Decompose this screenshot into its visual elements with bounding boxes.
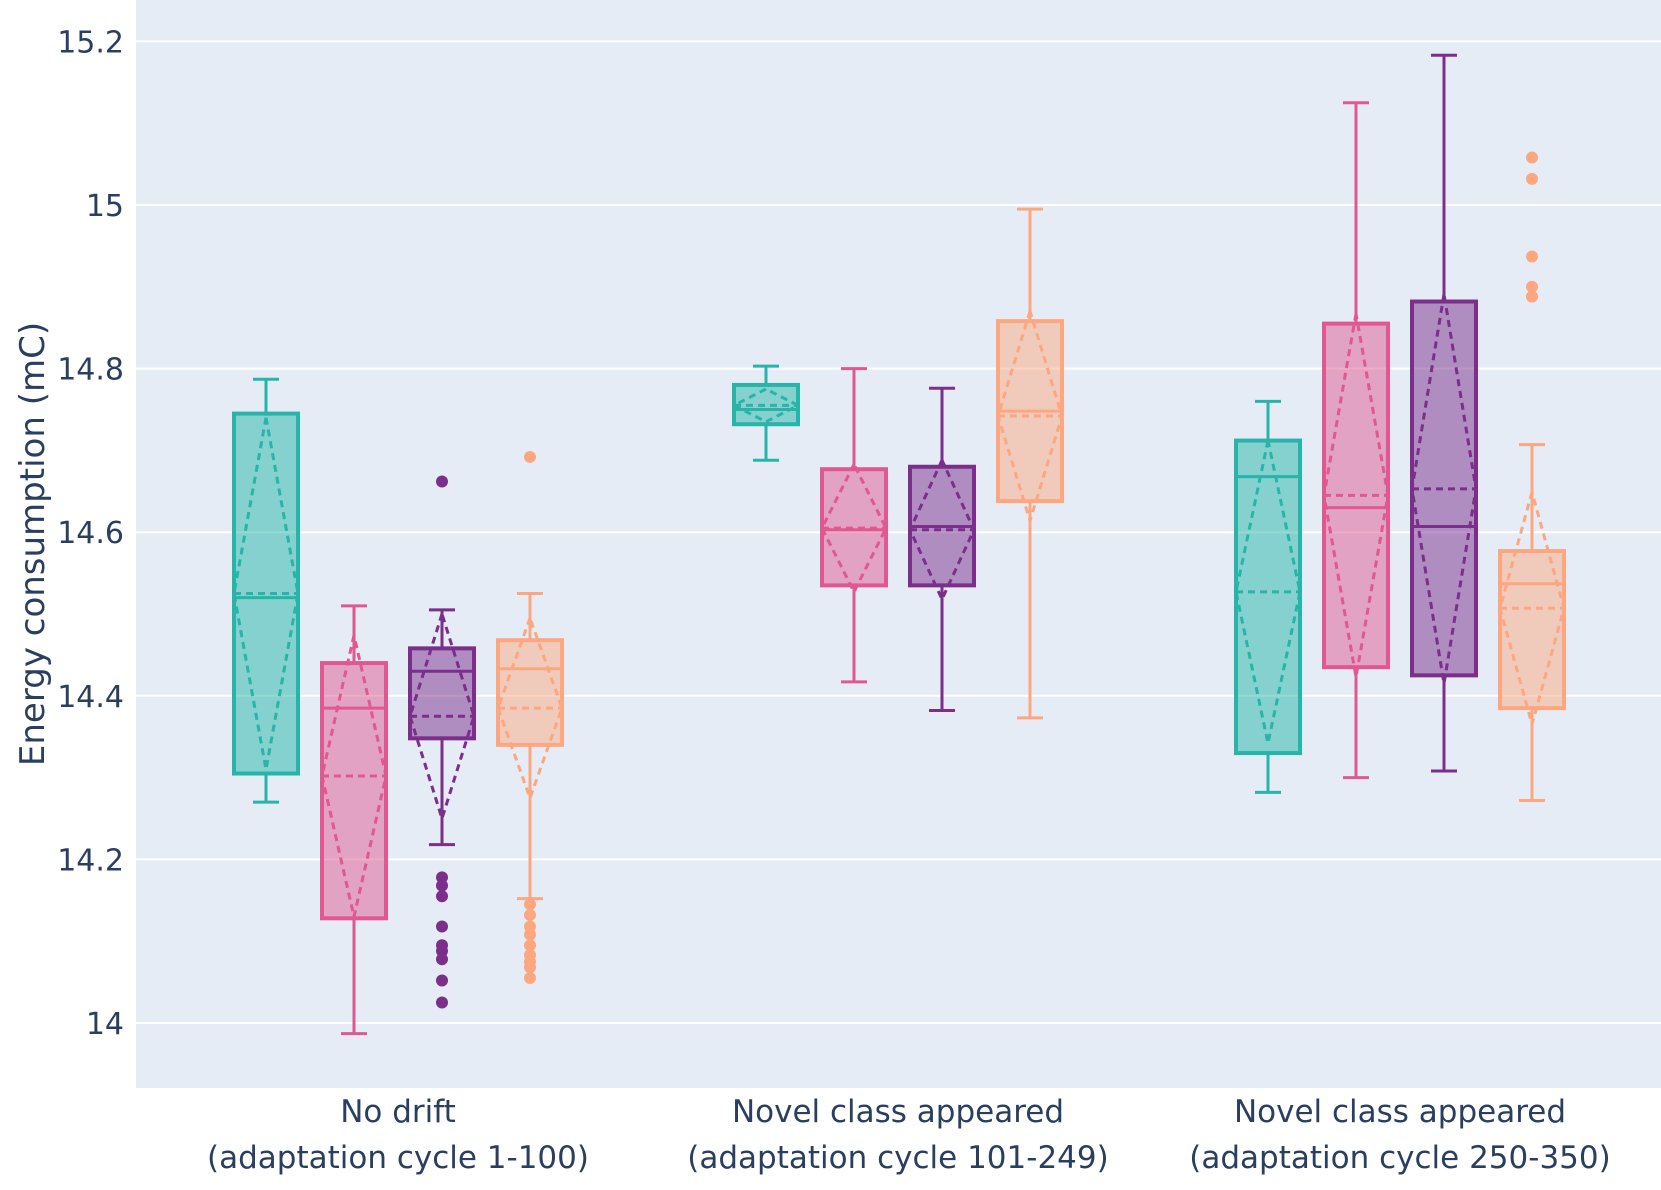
outlier-point: [524, 898, 536, 911]
box-series: [232, 53, 1566, 1036]
outlier-point: [436, 475, 448, 488]
outlier-point: [436, 953, 448, 966]
x-category-label: Novel class appeared: [732, 1094, 1064, 1130]
y-axis-title: Energy consumption (mC): [13, 322, 53, 766]
sd-diamond: [320, 634, 388, 917]
outlier-point: [1526, 250, 1538, 263]
y-tick-label: 14: [86, 1007, 124, 1042]
series-2: [320, 101, 1390, 1036]
box-iqr: [1498, 549, 1566, 711]
box: [1410, 53, 1478, 773]
box-iqr: [320, 661, 388, 921]
plot-area: [136, 0, 1661, 1088]
box: [1234, 399, 1302, 794]
sd-diamond: [1498, 486, 1566, 731]
box: [730, 364, 802, 462]
series-1: [232, 364, 1302, 804]
box: [496, 450, 564, 985]
series-4: [496, 151, 1566, 985]
y-tick-label: 15: [86, 189, 124, 224]
outlier-point: [1526, 290, 1538, 303]
outlier-point: [1526, 280, 1538, 293]
x-category-label: (adaptation cycle 250-350): [1189, 1140, 1610, 1176]
series-3: [408, 53, 1478, 1009]
outlier-point: [1526, 151, 1538, 164]
box: [320, 604, 388, 1036]
box: [1322, 101, 1390, 780]
box: [408, 475, 476, 1009]
grid-lines: [136, 40, 1661, 1024]
outlier-point: [524, 939, 536, 952]
outlier-point: [1526, 172, 1538, 185]
box: [820, 367, 888, 684]
x-category-label: (adaptation cycle 101-249): [687, 1140, 1108, 1176]
box-iqr: [1234, 438, 1302, 756]
outlier-point: [524, 928, 536, 941]
box: [232, 377, 300, 804]
y-tick-label: 14.6: [57, 516, 124, 551]
y-tick-label: 14.4: [57, 680, 124, 715]
x-category-label: Novel class appeared: [1234, 1094, 1566, 1130]
box: [996, 207, 1064, 720]
outlier-point: [436, 879, 448, 892]
outlier-point: [524, 961, 536, 974]
box-iqr: [496, 638, 564, 747]
x-category-label: (adaptation cycle 1-100): [207, 1140, 589, 1176]
y-tick-label: 14.8: [57, 353, 124, 388]
sd-diamond: [996, 306, 1064, 526]
outlier-point: [436, 996, 448, 1009]
sd-diamond: [496, 613, 564, 803]
outlier-point: [436, 920, 448, 933]
y-tick-label: 14.2: [57, 843, 124, 878]
y-axis-ticks: 14 14.2 14.4 14.6 14.8 15 15.2: [57, 25, 124, 1042]
outlier-point: [524, 450, 536, 463]
y-tick-label: 15.2: [57, 25, 124, 60]
outlier-point: [436, 890, 448, 903]
outlier-point: [436, 974, 448, 987]
box-iqr: [408, 646, 476, 741]
sd-diamond: [908, 456, 976, 603]
outlier-point: [524, 972, 536, 985]
x-category-label: No drift: [340, 1094, 456, 1130]
x-axis-category-labels: No drift (adaptation cycle 1-100) Novel cl…: [207, 1094, 1611, 1176]
outlier-point: [524, 909, 536, 922]
box: [1498, 151, 1566, 803]
sd-diamond: [1322, 313, 1390, 678]
box: [908, 386, 976, 713]
